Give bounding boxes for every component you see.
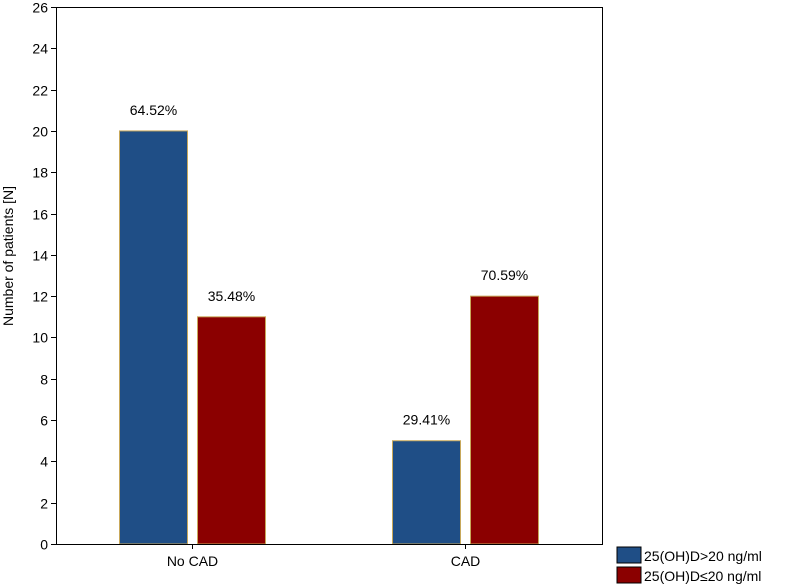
y-tick-label: 20 bbox=[32, 124, 48, 140]
legend: 25(OH)D>20 ng/ml 25(OH)D≤​20 ng/ml bbox=[616, 546, 762, 584]
bar-high-0 bbox=[119, 130, 188, 545]
y-tick-label: 18 bbox=[32, 165, 48, 181]
y-tick-label: 12 bbox=[32, 289, 48, 305]
bars bbox=[119, 130, 539, 545]
y-tick-label: 26 bbox=[32, 0, 48, 16]
y-tick-label: 0 bbox=[40, 537, 48, 553]
y-tick-label: 8 bbox=[40, 372, 48, 388]
legend-label: 25(OH)D>20 ng/ml bbox=[644, 548, 762, 564]
data-label: 70.59% bbox=[481, 267, 528, 283]
legend-swatch bbox=[616, 546, 642, 564]
y-tick-label: 16 bbox=[32, 207, 48, 223]
y-tick-label: 10 bbox=[32, 330, 48, 346]
data-label: 29.41% bbox=[403, 412, 450, 428]
y-tick-label: 2 bbox=[40, 496, 48, 512]
data-label: 64.52% bbox=[130, 102, 177, 118]
category-label: No CAD bbox=[167, 553, 218, 569]
bar-low-1 bbox=[470, 295, 539, 545]
data-labels: 64.52% 35.48% 29.41% 70.59% bbox=[130, 102, 528, 428]
bar-high-1 bbox=[392, 440, 461, 545]
y-tick-label: 4 bbox=[40, 454, 48, 470]
y-tick-label: 22 bbox=[32, 83, 48, 99]
y-tick-label: 6 bbox=[40, 413, 48, 429]
category-label: CAD bbox=[451, 553, 481, 569]
category-labels: No CAD CAD bbox=[167, 544, 480, 569]
y-tick-label: 24 bbox=[32, 41, 48, 57]
legend-swatch bbox=[616, 566, 642, 584]
y-axis-title: Number of patients [N] bbox=[0, 186, 16, 326]
y-tick-label: 14 bbox=[32, 248, 48, 264]
data-label: 35.48% bbox=[208, 288, 255, 304]
legend-label: 25(OH)D≤​20 ng/ml bbox=[644, 568, 761, 584]
bar-low-0 bbox=[197, 316, 266, 545]
plot-frame bbox=[56, 7, 603, 545]
